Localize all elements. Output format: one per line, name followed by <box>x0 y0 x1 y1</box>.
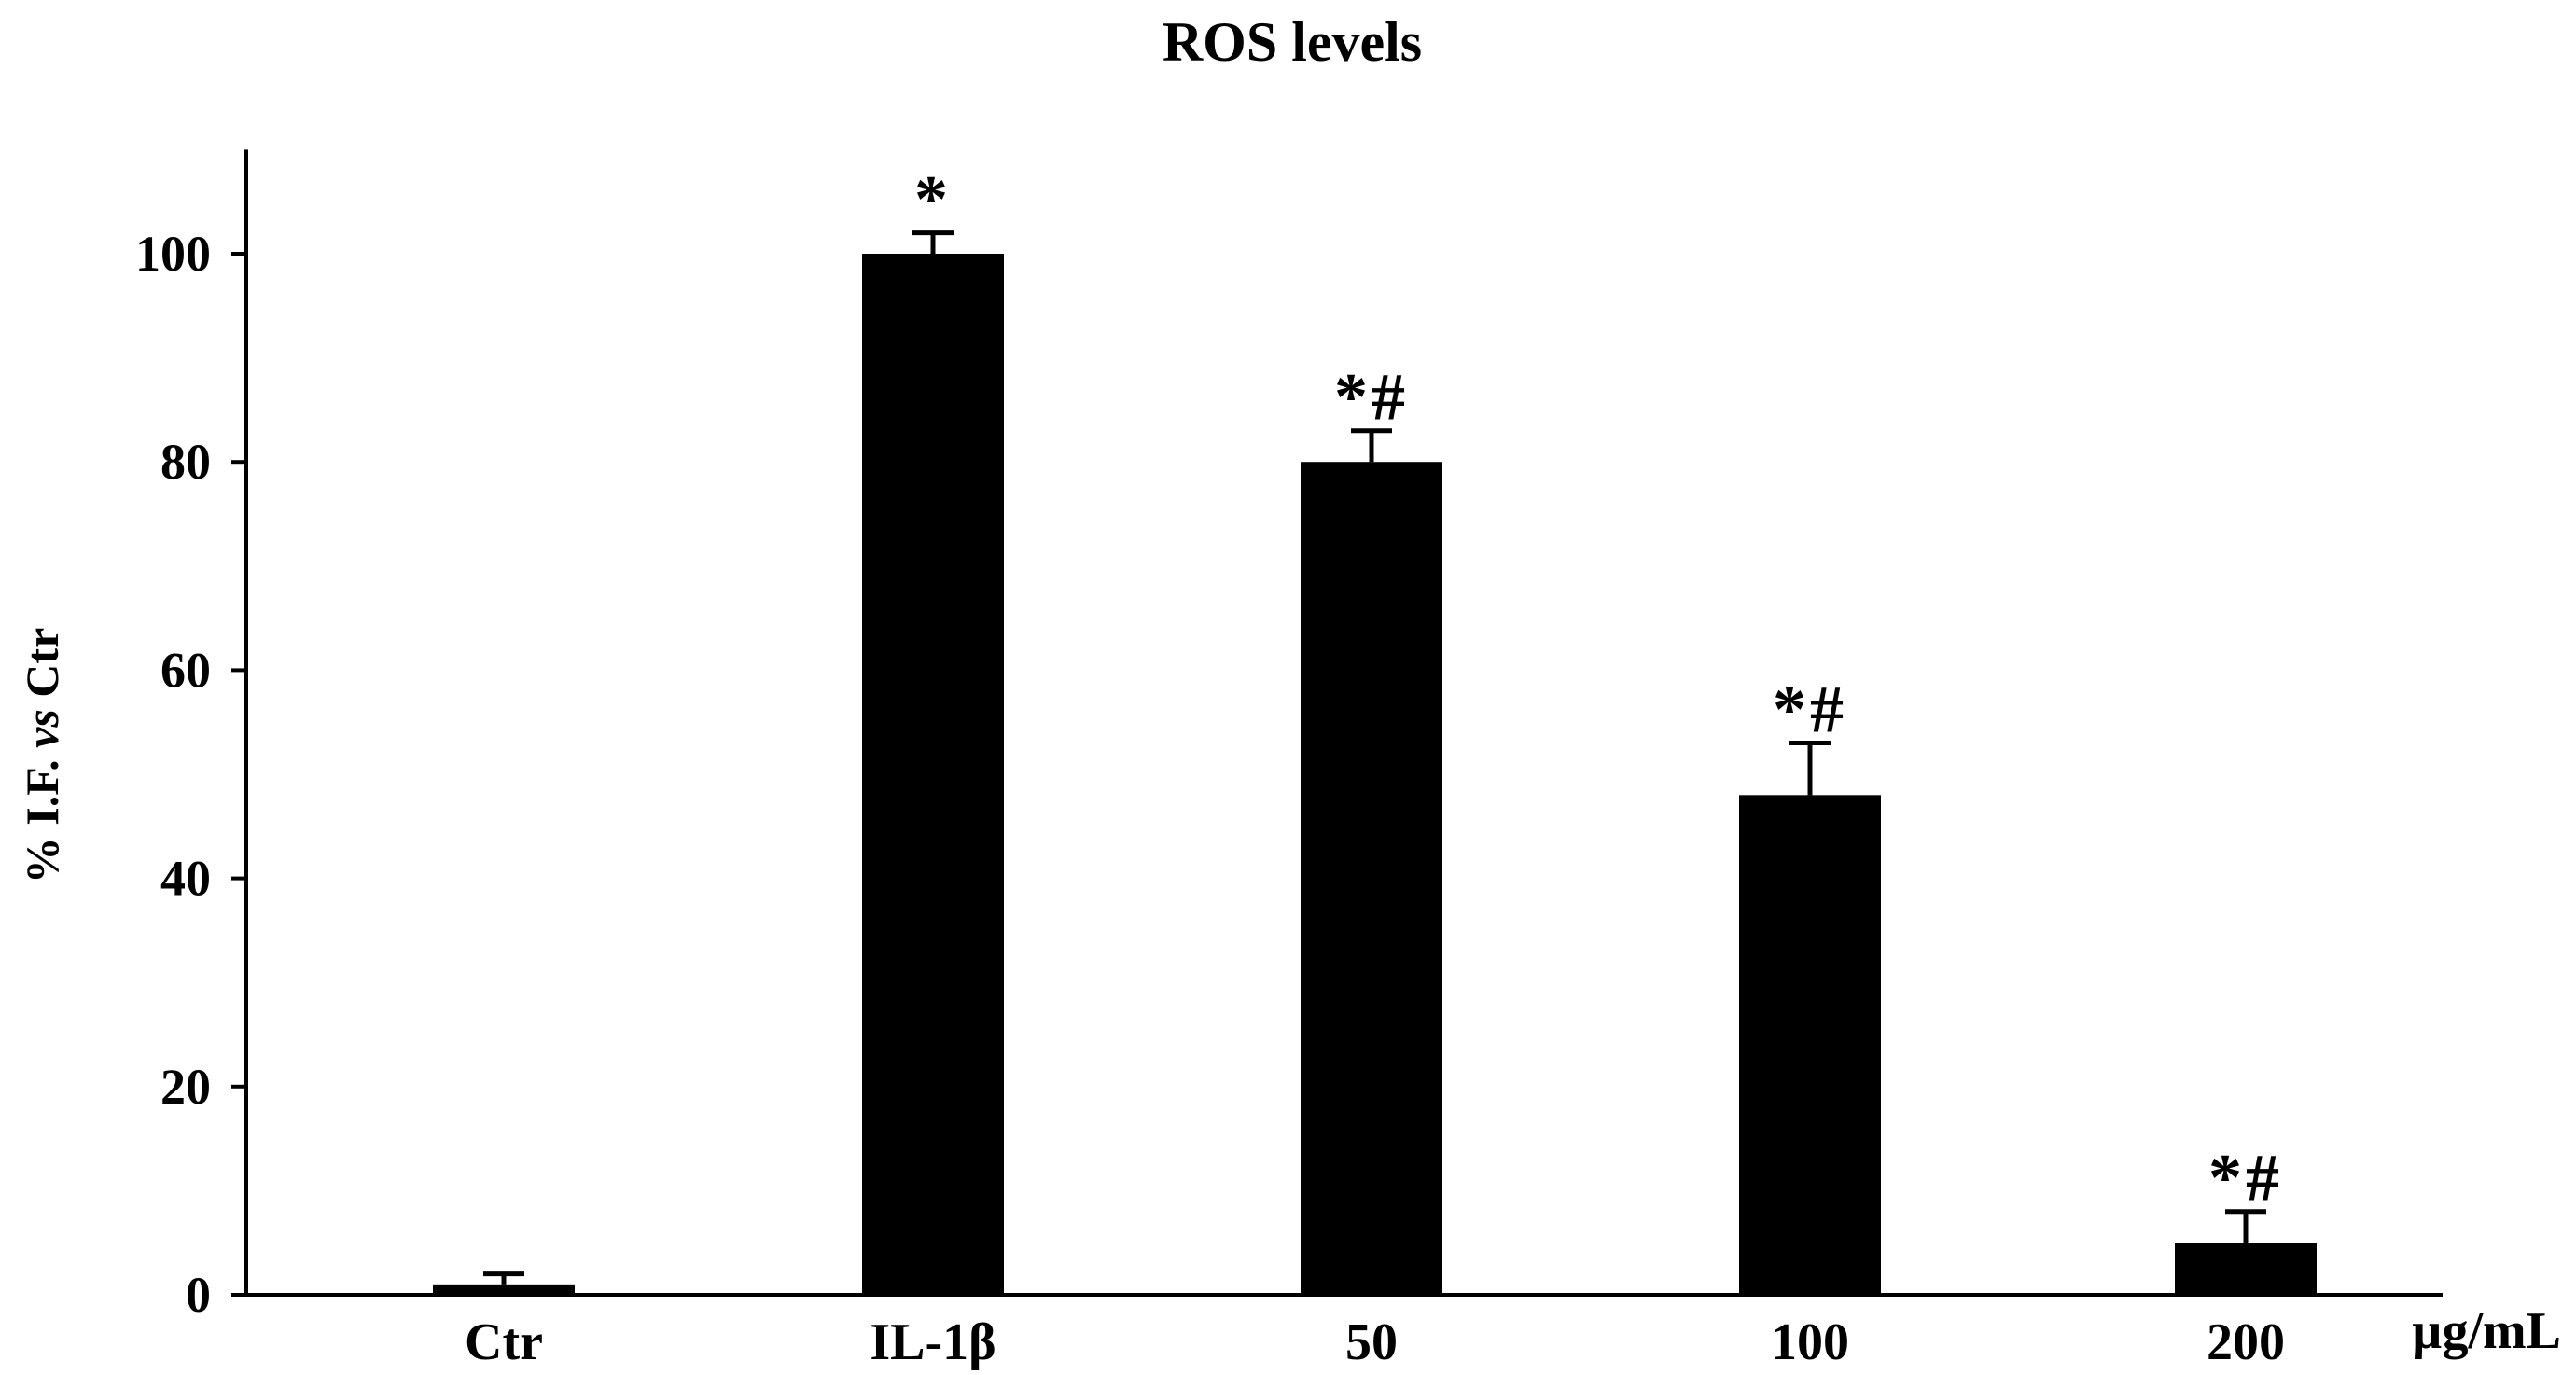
y-axis-label: % I.F. vs Ctr <box>16 628 68 884</box>
bar-4 <box>2175 1243 2317 1295</box>
significance-label-4: *# <box>2208 1141 2283 1215</box>
chart-title: ROS levels <box>1163 11 1422 73</box>
x-tick-label-2: 50 <box>1345 1313 1398 1371</box>
x-tick-label-4: 200 <box>2207 1313 2285 1371</box>
bar-2 <box>1301 462 1442 1295</box>
unit-label: µg/mL <box>2412 1302 2561 1360</box>
y-tick-label-80: 80 <box>160 434 211 490</box>
x-tick-label-0: Ctr <box>465 1313 543 1371</box>
y-tick-label-60: 60 <box>160 642 211 698</box>
x-tick-label-3: 100 <box>1771 1313 1849 1371</box>
bars-group: * *# *# *# <box>433 162 2317 1295</box>
y-tick-label-0: 0 <box>186 1267 211 1323</box>
bar-1 <box>862 254 1004 1295</box>
significance-label-1: * <box>914 162 952 237</box>
bar-0 <box>433 1284 575 1295</box>
axes-group: Ctr IL-1β 50 100 200 0 20 40 60 80 100 <box>135 149 2443 1371</box>
significance-label-3: *# <box>1773 673 1847 747</box>
y-tick-label-40: 40 <box>160 851 211 907</box>
significance-label-2: *# <box>1334 360 1409 435</box>
bar-3 <box>1739 795 1881 1295</box>
y-tick-label-100: 100 <box>135 226 211 282</box>
y-tick-label-20: 20 <box>160 1059 211 1115</box>
x-tick-label-1: IL-1β <box>870 1313 996 1371</box>
